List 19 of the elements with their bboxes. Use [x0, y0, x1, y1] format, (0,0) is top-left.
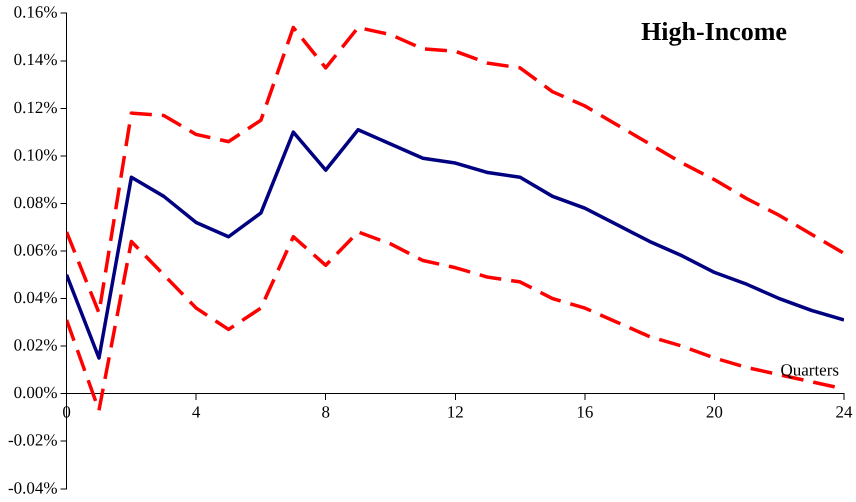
- y-tick-label: 0.00%: [14, 383, 58, 402]
- y-tick-label: 0.14%: [14, 50, 58, 70]
- y-tick-label: 0.06%: [14, 240, 58, 260]
- x-tick-label: 8: [321, 402, 330, 422]
- y-tick-label: 0.04%: [14, 288, 58, 308]
- x-tick-label: 12: [446, 402, 464, 422]
- x-tick-label: 16: [576, 402, 594, 422]
- x-axis-title: Quarters: [780, 360, 839, 380]
- y-tick-label: 0.08%: [14, 192, 58, 212]
- x-tick-label: 4: [192, 402, 201, 422]
- chart-title: High-Income: [641, 16, 787, 46]
- y-tick-label: -0.02%: [8, 430, 58, 450]
- y-tick-label: 0.12%: [14, 98, 58, 117]
- y-tick-label: 0.16%: [14, 2, 58, 22]
- y-tick-label: -0.04%: [8, 478, 58, 498]
- y-tick-label: 0.10%: [14, 145, 58, 164]
- x-tick-label: 24: [836, 402, 853, 422]
- x-tick-label: 20: [706, 402, 723, 422]
- y-tick-label: 0.02%: [14, 336, 58, 355]
